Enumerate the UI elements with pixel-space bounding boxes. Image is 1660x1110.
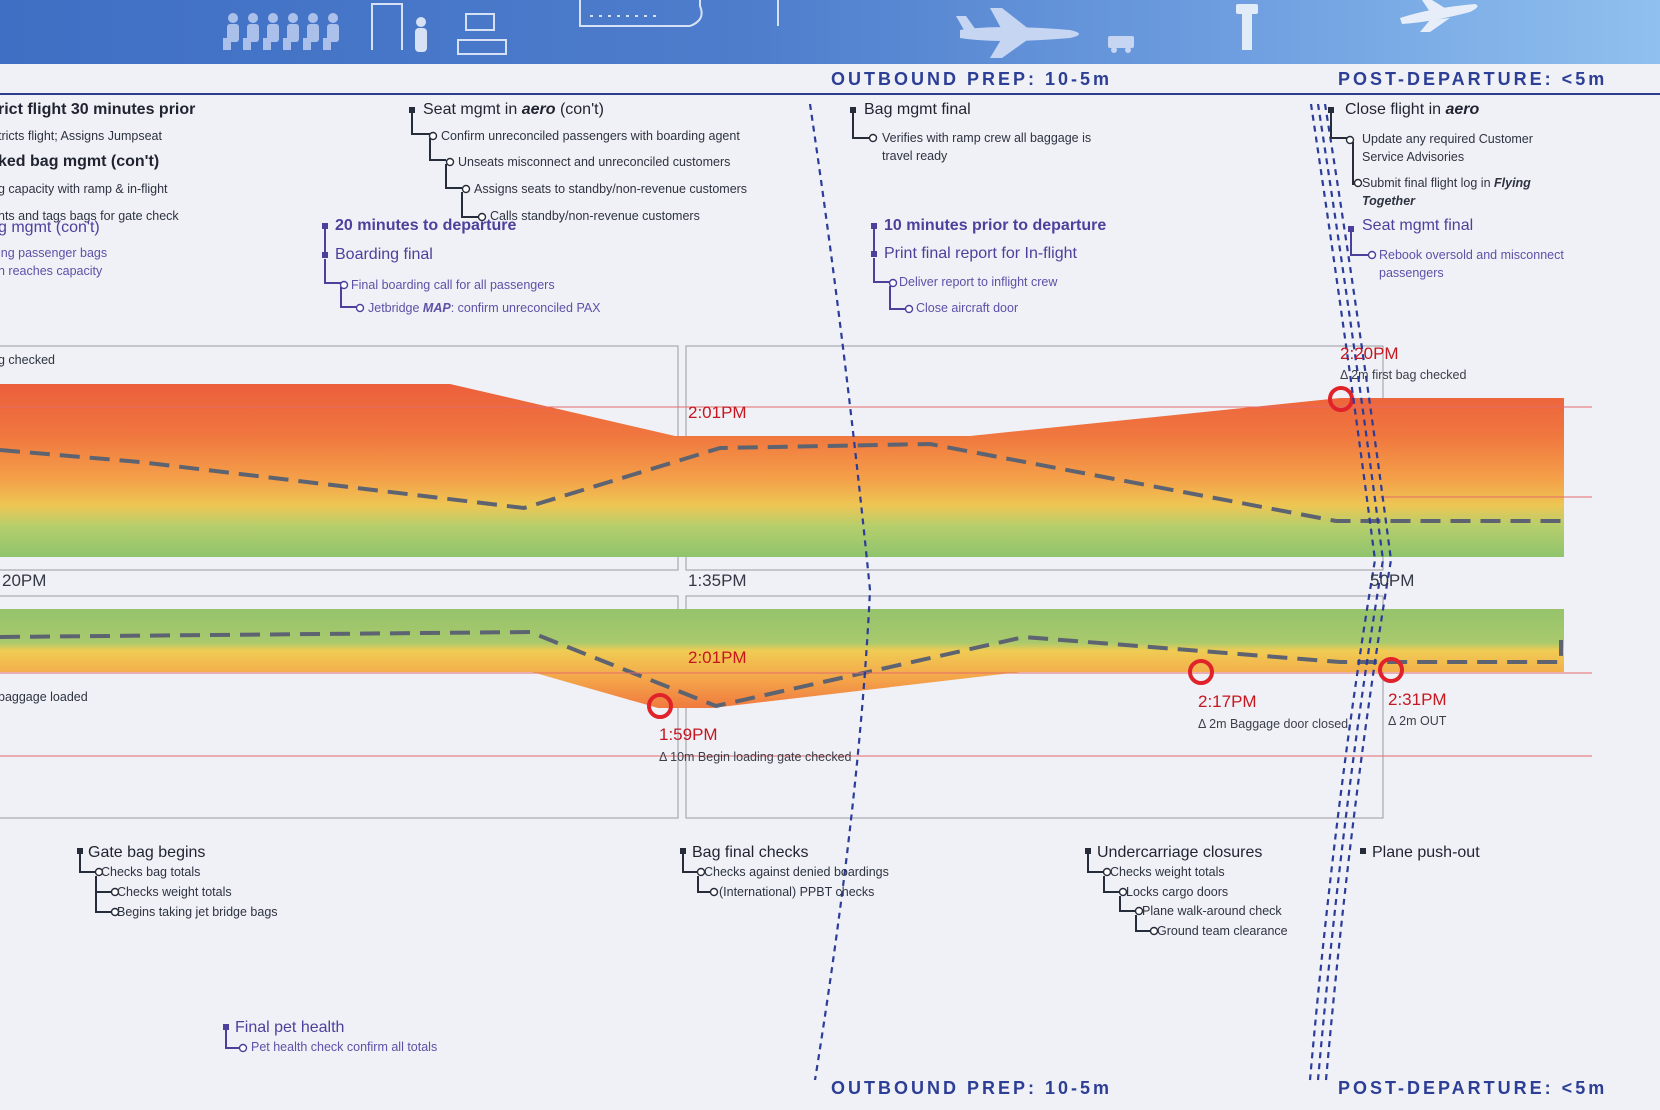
task-rebook-passengers: passengers: [1379, 266, 1444, 280]
upper-dashed-line: [0, 441, 1562, 523]
task-calls-standby: Calls standby/non-revenue customers: [490, 209, 700, 223]
event-marker-220: [1328, 386, 1354, 412]
lower-chart-time-mark: 2:01PM: [688, 648, 747, 667]
outbound-boundary: [808, 103, 872, 1081]
person-icon: [415, 17, 427, 52]
upper-chart-time-mark: 2:01PM: [688, 403, 747, 422]
task-bag-capacity: g capacity with ramp & in-flight: [0, 182, 168, 196]
task-final-pet-health: Final pet health: [235, 1019, 345, 1036]
baggage-cart-icon: [1108, 36, 1134, 53]
task-rebook-oversold: Rebook oversold and misconnect: [1379, 248, 1564, 262]
task-travel-ready: travel ready: [882, 149, 948, 163]
event-markers: [647, 386, 1404, 719]
phase-label-post-departure: POST-DEPARTURE: <5m: [1338, 69, 1608, 89]
task-undercarriage-closures: Undercarriage closures: [1097, 844, 1263, 861]
task-seat-mgmt-final: Seat mgmt final: [1362, 217, 1474, 234]
event-marker-159: [647, 693, 673, 719]
task-update-advisories: Update any required Customer: [1362, 132, 1533, 146]
timeline-tick-1: 20PM: [2, 571, 47, 590]
check-in-desk-icon: [457, 13, 507, 55]
tree-bullets-dark: [77, 107, 1366, 854]
event-marker-217: [1188, 659, 1214, 685]
event-time-217: 2:17PM: [1198, 692, 1257, 711]
banner-icons: [223, 0, 1478, 58]
event-note-220: Δ 2m first bag checked: [1340, 368, 1467, 382]
task-close-aircraft-door: Close aircraft door: [916, 301, 1019, 315]
task-verifies-ramp: Verifies with ramp crew all baggage is: [882, 131, 1092, 145]
tree-nodes-purple: [238, 250, 1377, 1053]
post-boundary-1: [1308, 103, 1377, 1081]
task-checked-bag-mgmt: ked bag mgmt (con't): [0, 153, 160, 170]
task-pet-health-check: Pet health check confirm all totals: [251, 1040, 438, 1054]
task-passenger-bags: ing passenger bags: [0, 246, 108, 260]
task-plane-walk-around: Plane walk-around check: [1142, 904, 1282, 918]
task-under-weight-totals: Checks weight totals: [1110, 865, 1225, 879]
phase-label-post-departure-bottom: POST-DEPARTURE: <5m: [1338, 1078, 1608, 1098]
task-deliver-report: Deliver report to inflight crew: [899, 275, 1058, 289]
tree-connectors-dark: [79, 111, 1360, 932]
task-10-min-departure: 10 minutes prior to departure: [884, 217, 1107, 234]
task-ground-team-clearance: Ground team clearance: [1157, 924, 1288, 938]
travelers-queue-icon: [223, 13, 339, 50]
task-20-min-departure: 20 minutes to departure: [335, 217, 517, 234]
task-restrict-flight: rict flight 30 minutes prior: [0, 101, 196, 118]
task-denied-boardings: Checks against denied boardings: [704, 865, 889, 879]
event-note-159: Δ 10m Begin loading gate checked: [659, 750, 852, 764]
jet-bridge-icon: [579, 0, 779, 27]
header-banner: [0, 0, 1660, 64]
tree-connectors-purple: [225, 226, 1368, 1049]
task-bag-mgmt-final: Bag mgmt final: [864, 101, 971, 118]
lower-chart-left-label: baggage loaded: [0, 690, 88, 704]
task-seat-mgmt: Seat mgmt in aero (con't): [423, 101, 604, 118]
task-boarding-final: Boarding final: [335, 246, 433, 263]
task-checks-bag-totals: Checks bag totals: [101, 865, 201, 879]
departing-airplane-icon: [1400, 0, 1478, 32]
task-restrict-flight-detail: tricts flight; Assigns Jumpseat: [0, 129, 162, 143]
task-final-boarding-call: Final boarding call for all passengers: [351, 278, 555, 292]
task-print-final-report: Print final report for In-flight: [884, 245, 1077, 262]
upper-area: [0, 384, 1564, 557]
event-marker-231: [1378, 657, 1404, 683]
task-bag-final-checks: Bag final checks: [692, 844, 809, 861]
phase-boundaries: [808, 103, 1393, 1081]
phase-label-outbound-bottom: OUTBOUND PREP: 10-5m: [831, 1078, 1113, 1098]
task-close-flight: Close flight in aero: [1345, 101, 1480, 118]
task-tag-gate-check: nts and tags bags for gate check: [0, 209, 179, 223]
task-ppbt-checks: (International) PPBT checks: [719, 885, 875, 899]
timeline-tick-3: 50PM: [1370, 571, 1415, 590]
task-jetbridge-map: Jetbridge MAP: confirm unreconciled PAX: [368, 301, 601, 315]
event-time-159: 1:59PM: [659, 725, 718, 744]
control-tower-icon: [1236, 4, 1258, 50]
security-gate-icon: [371, 3, 403, 50]
task-service-advisories: Service Advisories: [1362, 150, 1465, 164]
task-assigns-seats: Assigns seats to standby/non-revenue cus…: [474, 182, 748, 196]
header-rule: [0, 93, 1660, 95]
task-flying-together: Together: [1362, 194, 1416, 208]
task-unseats-misconnect: Unseats misconnect and unreconciled cust…: [458, 155, 731, 169]
task-bag-mgmt-purple: g mgmt (con't): [0, 219, 100, 236]
upper-chart-left-label: g checked: [0, 353, 55, 367]
task-jet-bridge-bags: Begins taking jet bridge bags: [117, 905, 278, 919]
task-submit-flight-log: Submit final flight log in Flying: [1362, 176, 1531, 190]
task-confirm-unreconciled: Confirm unreconciled passengers with boa…: [441, 129, 740, 143]
tree-bullets-purple: [223, 223, 1354, 1030]
event-note-231: Δ 2m OUT: [1388, 714, 1447, 728]
phase-label-outbound: OUTBOUND PREP: 10-5m: [831, 69, 1113, 89]
task-locks-cargo-doors: Locks cargo doors: [1126, 885, 1229, 899]
task-checks-weight-totals: Checks weight totals: [117, 885, 232, 899]
airplane-icon: [956, 8, 1079, 58]
event-note-217: Δ 2m Baggage door closed: [1198, 717, 1349, 731]
task-reaches-capacity: n reaches capacity: [0, 264, 103, 278]
tree-nodes-dark: [94, 131, 1363, 936]
event-time-220: 2:20PM: [1340, 344, 1399, 363]
task-plane-push-out: Plane push-out: [1372, 844, 1480, 861]
timeline-tick-2: 1:35PM: [688, 571, 747, 590]
event-time-231: 2:31PM: [1388, 690, 1447, 709]
task-gate-bag-begins: Gate bag begins: [88, 844, 206, 861]
